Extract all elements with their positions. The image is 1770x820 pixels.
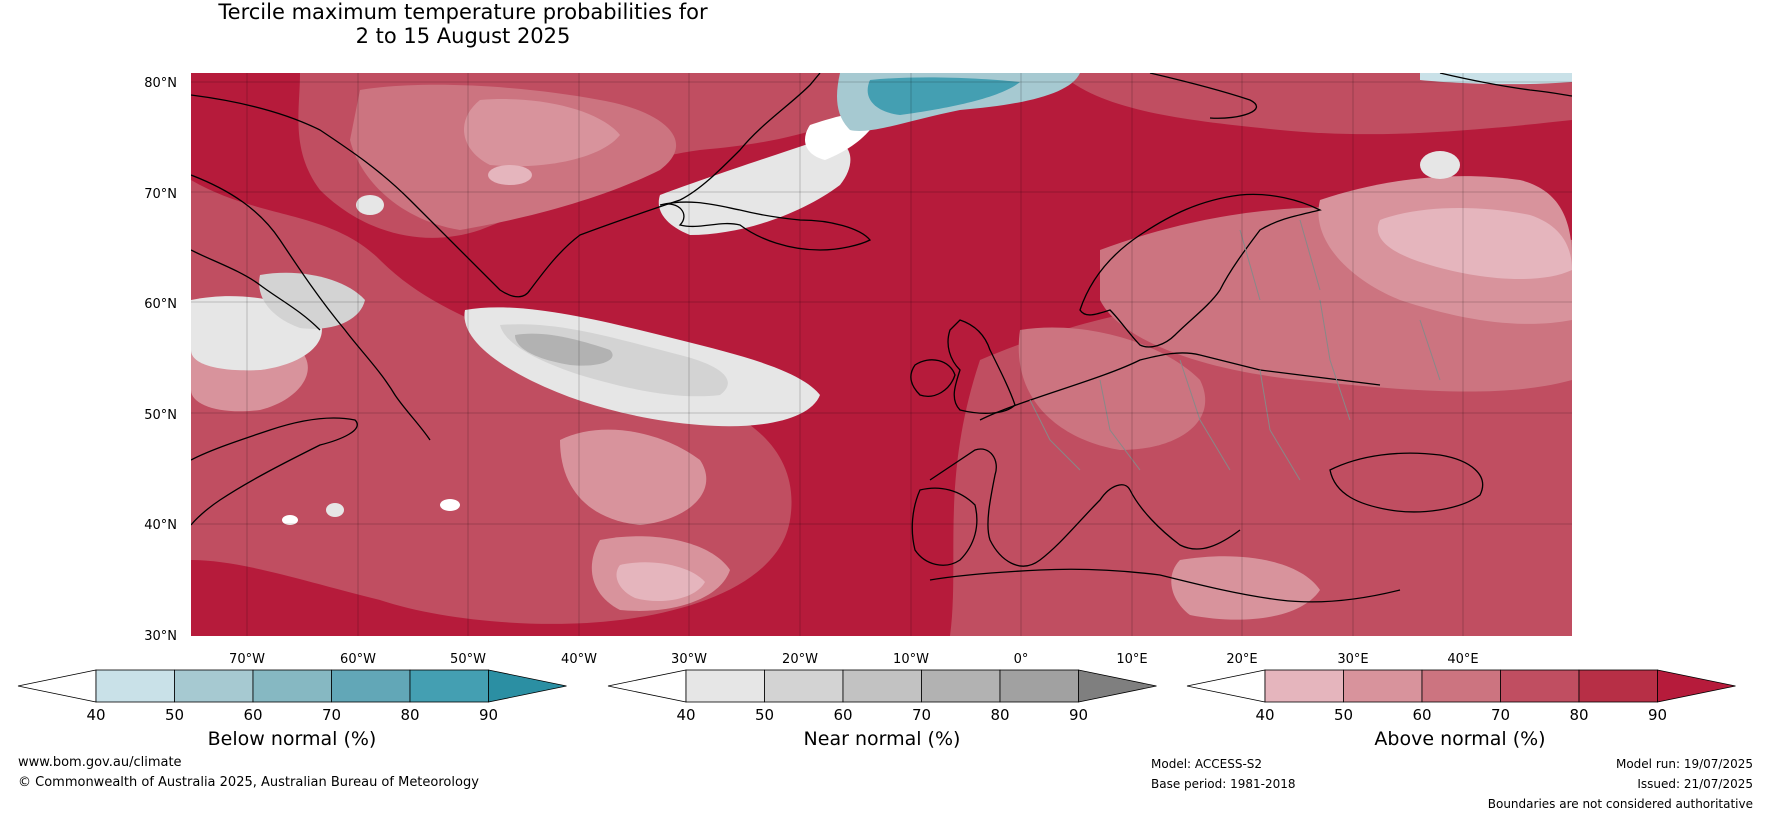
- probability-zone: [326, 503, 344, 517]
- probability-zone: [1377, 208, 1572, 280]
- colorbar-extend-low: [1186, 669, 1266, 703]
- lat-label: 50°N: [144, 408, 177, 423]
- colorbar-segment: [1343, 669, 1423, 703]
- copyright-text: © Commonwealth of Australia 2025, Austra…: [18, 775, 479, 790]
- colorbar-tick-label: 70: [912, 706, 931, 724]
- colorbar-tick-label: 60: [243, 706, 262, 724]
- probability-zone: [356, 195, 384, 215]
- lat-label: 70°N: [144, 187, 177, 202]
- lon-label: 40°W: [561, 652, 597, 667]
- latitude-labels: 80°N 70°N 60°N 50°N 40°N 30°N: [144, 76, 177, 644]
- probability-zone: [282, 515, 298, 525]
- colorbar-tick-label: 60: [1412, 706, 1431, 724]
- colorbar-segment: [921, 669, 1001, 703]
- colorbar-extend-high: [488, 669, 567, 703]
- longitude-labels: 70°W 60°W 50°W 40°W 30°W 20°W 10°W 0° 10…: [229, 652, 1479, 667]
- coastlines: [191, 73, 1572, 603]
- probability-zone: [488, 165, 532, 185]
- lon-label: 40°E: [1447, 652, 1478, 667]
- lat-label: 60°N: [144, 297, 177, 312]
- title-line-2: 2 to 15 August 2025: [355, 24, 571, 48]
- probability-zone: [515, 333, 613, 366]
- lon-label: 50°W: [450, 652, 486, 667]
- lon-label: 20°E: [1226, 652, 1257, 667]
- colorbar-segment: [1500, 669, 1580, 703]
- colorbar-tick-label: 80: [990, 706, 1009, 724]
- model-run-text: Model run: 19/07/2025: [1615, 757, 1753, 771]
- colorbar-extend-high: [1657, 669, 1736, 703]
- colorbar-tick-label: 90: [1648, 706, 1667, 724]
- colorbar-segment: [252, 669, 332, 703]
- colorbar-tick-label: 80: [1569, 706, 1588, 724]
- lat-label: 80°N: [144, 76, 177, 91]
- probability-zone: [1420, 73, 1572, 85]
- colorbar-extend-low: [607, 669, 687, 703]
- model-text: Model: ACCESS-S2: [1151, 757, 1263, 771]
- map-plot-area: [191, 73, 1572, 636]
- colorbar-label-near: Near normal (%): [803, 728, 961, 750]
- colorbar-tick-label: 40: [676, 706, 695, 724]
- colorbar-tick-label: 40: [1255, 706, 1274, 724]
- website-text: www.bom.gov.au/climate: [18, 755, 182, 770]
- colorbar-below: 40 50 60 70 80 90: [17, 669, 567, 724]
- colorbar-tick-label: 70: [322, 706, 341, 724]
- colorbar-segment: [842, 669, 922, 703]
- disclaimer-text: Boundaries are not considered authoritat…: [1487, 797, 1753, 811]
- colorbar-segment: [1264, 669, 1344, 703]
- colorbar-label-below: Below normal (%): [207, 728, 377, 750]
- colorbar-segment: [331, 669, 411, 703]
- colorbar-segment: [685, 669, 765, 703]
- colorbars: 40 50 60 70 80 90 40 50 60 70 80 90 40 50 60 70 80 90: [17, 669, 1736, 724]
- colorbar-segment: [764, 669, 844, 703]
- base-period-text: Base period: 1981-2018: [1151, 777, 1296, 791]
- colorbar-tick-label: 40: [86, 706, 105, 724]
- colorbar-segment: [1578, 669, 1658, 703]
- colorbar-segment: [1421, 669, 1501, 703]
- colorbar-tick-label: 60: [833, 706, 852, 724]
- lon-label: 70°W: [229, 652, 265, 667]
- issued-text: Issued: 21/07/2025: [1637, 777, 1753, 791]
- colorbar-near: 40 50 60 70 80 90: [607, 669, 1157, 724]
- colorbar-tick-label: 80: [400, 706, 419, 724]
- colorbar-segment: [409, 669, 489, 703]
- probability-zone: [1171, 556, 1320, 620]
- lon-label: 10°E: [1116, 652, 1147, 667]
- probability-zone: [1018, 327, 1206, 450]
- lon-label: 60°W: [340, 652, 376, 667]
- lat-label: 40°N: [144, 518, 177, 533]
- probability-zone: [658, 139, 851, 235]
- colorbar-extend-low: [17, 669, 97, 703]
- colorbar-above: 40 50 60 70 80 90: [1186, 669, 1736, 724]
- probability-zone: [867, 77, 1020, 115]
- lon-label: 20°W: [782, 652, 818, 667]
- colorbar-segment: [999, 669, 1079, 703]
- lon-label: 0°: [1014, 652, 1029, 667]
- colorbar-segment: [174, 669, 254, 703]
- title-line-1: Tercile maximum temperature probabilitie…: [218, 0, 708, 24]
- lon-label: 10°W: [893, 652, 929, 667]
- lat-label: 30°N: [144, 629, 177, 644]
- probability-zone: [616, 562, 705, 602]
- probability-zone: [259, 272, 365, 329]
- lon-label: 30°E: [1337, 652, 1368, 667]
- graticule: [191, 73, 1572, 636]
- country-borders: [1029, 219, 1441, 481]
- probability-zone: [463, 99, 620, 167]
- probability-zone: [1420, 151, 1460, 179]
- colorbar-label-above: Above normal (%): [1374, 728, 1546, 750]
- colorbar-tick-label: 50: [1334, 706, 1353, 724]
- colorbar-tick-label: 50: [165, 706, 184, 724]
- colorbar-extend-high: [1078, 669, 1157, 703]
- map-title: Tercile maximum temperature probabilitie…: [0, 0, 1396, 48]
- probability-zone: [440, 499, 460, 511]
- colorbar-tick-label: 70: [1491, 706, 1510, 724]
- colorbar-tick-label: 90: [1069, 706, 1088, 724]
- probability-zone: [1060, 73, 1572, 135]
- colorbar-tick-label: 90: [479, 706, 498, 724]
- lon-label: 30°W: [671, 652, 707, 667]
- colorbar-tick-label: 50: [755, 706, 774, 724]
- probability-zone: [560, 429, 707, 525]
- colorbar-segment: [95, 669, 175, 703]
